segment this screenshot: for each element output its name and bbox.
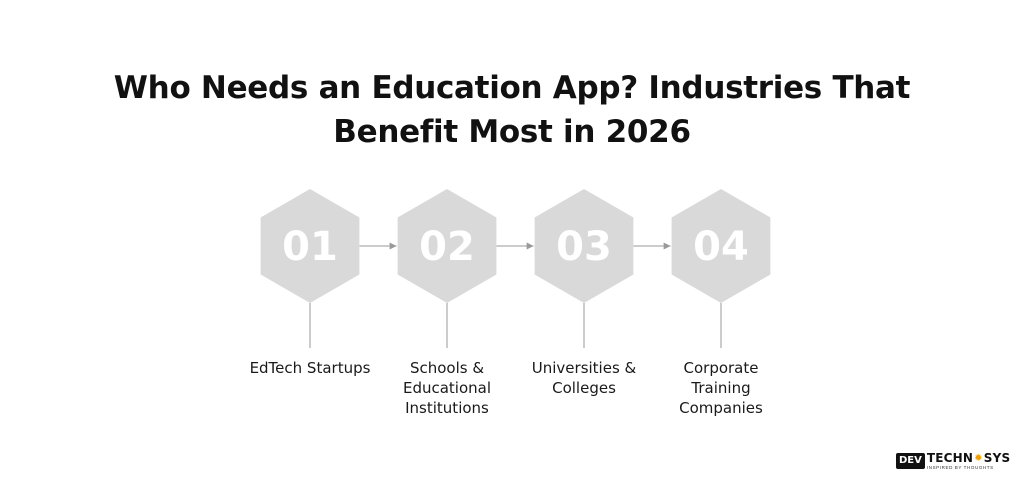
step-label-3: Universities & Colleges xyxy=(514,358,654,398)
logo-tagline: INSPIRED BY THOUGHTS xyxy=(926,465,994,470)
step-hexagon-2 xyxy=(397,189,497,303)
step-label-line: Corporate xyxy=(683,359,759,377)
step-label-line: Training xyxy=(691,379,751,397)
step-label-line: Institutions xyxy=(405,399,489,417)
step-number-3: 03 xyxy=(556,224,612,270)
step-number-4: 04 xyxy=(693,224,749,270)
step-label-line: Companies xyxy=(679,399,763,417)
logo-main-left: TECHN xyxy=(926,451,974,465)
step-hexagon-1 xyxy=(260,189,360,303)
step-label-2: Schools & Educational Institutions xyxy=(377,358,517,418)
step-label-line: EdTech Startups xyxy=(249,359,371,377)
step-number-1: 01 xyxy=(282,224,338,270)
step-label-line: Colleges xyxy=(552,379,616,397)
logo-box: DEV xyxy=(896,453,925,469)
step-label-line: Educational xyxy=(402,379,492,397)
gear-icon: ✹ xyxy=(974,453,983,464)
step-number-2: 02 xyxy=(419,224,475,270)
brand-logo: DEV TECHN ✹ SYS INSPIRED BY THOUGHTS xyxy=(896,452,1010,470)
step-hexagon-3 xyxy=(534,189,634,303)
title-line-1: Who Needs an Education App? Industries T… xyxy=(113,70,911,106)
page-title: Who Needs an Education App? Industries T… xyxy=(0,66,1024,154)
step-label-4: Corporate Training Companies xyxy=(651,358,791,418)
logo-main-right: SYS xyxy=(983,451,1011,465)
title-line-2: Benefit Most in 2026 xyxy=(333,114,691,150)
step-label-line: Schools & xyxy=(409,359,485,377)
step-label-line: Universities & xyxy=(531,359,637,377)
step-label-1: EdTech Startups xyxy=(240,358,380,378)
step-hexagon-4 xyxy=(671,189,771,303)
